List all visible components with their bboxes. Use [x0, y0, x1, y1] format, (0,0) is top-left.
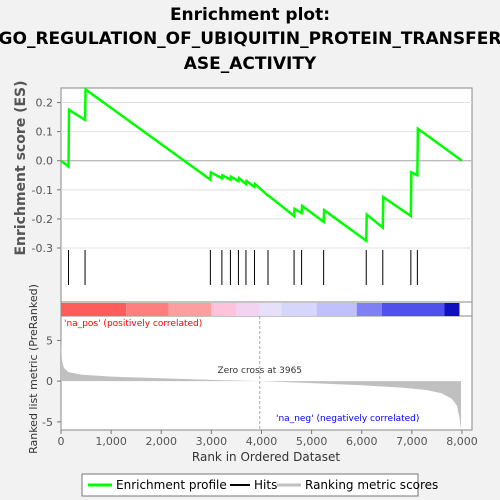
- es-y-tick-label: 0.1: [36, 126, 54, 139]
- x-tick-label: 7,000: [396, 435, 428, 448]
- color-bar-segment: [259, 303, 282, 316]
- legend: Enrichment profile Hits Ranking metric s…: [81, 473, 438, 497]
- es-y-axis-ticks: -0.3 -0.2 -0.1 0.0 0.1 0.2: [32, 97, 61, 255]
- hits-markers: [68, 250, 418, 285]
- color-bar-segment: [316, 303, 357, 316]
- metric-y-tick-label: -5: [42, 416, 53, 429]
- color-bar-segment: [211, 303, 237, 316]
- metric-y-tick-label: 0: [46, 375, 53, 388]
- legend-label-hits: Hits: [254, 478, 277, 492]
- x-tick-label: 1,000: [95, 435, 127, 448]
- ranking-color-bar: [61, 303, 460, 316]
- es-y-tick-label: -0.1: [32, 184, 53, 197]
- es-y-tick-label: -0.3: [32, 242, 53, 255]
- es-gridlines: [61, 102, 472, 249]
- plot-frame: [60, 87, 473, 431]
- x-tick-label: 8,000: [446, 435, 478, 448]
- x-axis-title: Rank in Ordered Dataset: [192, 450, 340, 464]
- x-tick-label: 3,000: [196, 435, 228, 448]
- color-bar-segment: [281, 303, 317, 316]
- x-tick-label: 6,000: [346, 435, 378, 448]
- color-bar-segment: [356, 303, 382, 316]
- enrichment-profile-line: [60, 87, 463, 244]
- ranking-metric-area: [61, 338, 461, 430]
- x-tick-label: 2,000: [145, 435, 177, 448]
- metric-y-axis-ticks: -5 0 5: [42, 334, 61, 429]
- metric-y-axis-title: Ranked list metric (PreRanked): [27, 284, 40, 454]
- chart-title-line-2: GO_REGULATION_OF_UBIQUITIN_PROTEIN_TRANS…: [0, 29, 500, 49]
- x-axis-ticks: 0 1,000 2,000 3,000 4,000 5,000 6,000 7,000 8,00…: [58, 430, 478, 448]
- negative-correlation-label: 'na_neg' (negatively correlated): [276, 414, 419, 424]
- es-y-tick-label: 0.2: [36, 97, 54, 110]
- legend-label-enrichment: Enrichment profile: [116, 478, 227, 492]
- positive-correlation-label: 'na_pos' (positively correlated): [64, 319, 202, 329]
- zero-cross-label: Zero cross at 3965: [217, 366, 302, 376]
- es-y-tick-label: 0.0: [36, 155, 54, 168]
- color-bar-segment: [381, 303, 445, 316]
- color-bar-segment: [168, 303, 212, 316]
- chart-title-line-1: Enrichment plot:: [170, 5, 330, 25]
- legend-label-metric: Ranking metric scores: [305, 478, 438, 492]
- es-y-axis-title: Enrichment score (ES): [13, 80, 29, 255]
- chart-title-line-3: ASE_ACTIVITY: [184, 54, 317, 74]
- x-tick-label: 5,000: [296, 435, 328, 448]
- color-bar-segment: [61, 303, 127, 316]
- metric-y-tick-label: 5: [46, 334, 53, 347]
- color-bar-segment: [126, 303, 169, 316]
- es-y-tick-label: -0.2: [32, 213, 53, 226]
- x-tick-label: 0: [58, 435, 65, 448]
- x-tick-label: 4,000: [246, 435, 278, 448]
- color-bar-segment: [444, 303, 460, 316]
- color-bar-segment: [236, 303, 260, 316]
